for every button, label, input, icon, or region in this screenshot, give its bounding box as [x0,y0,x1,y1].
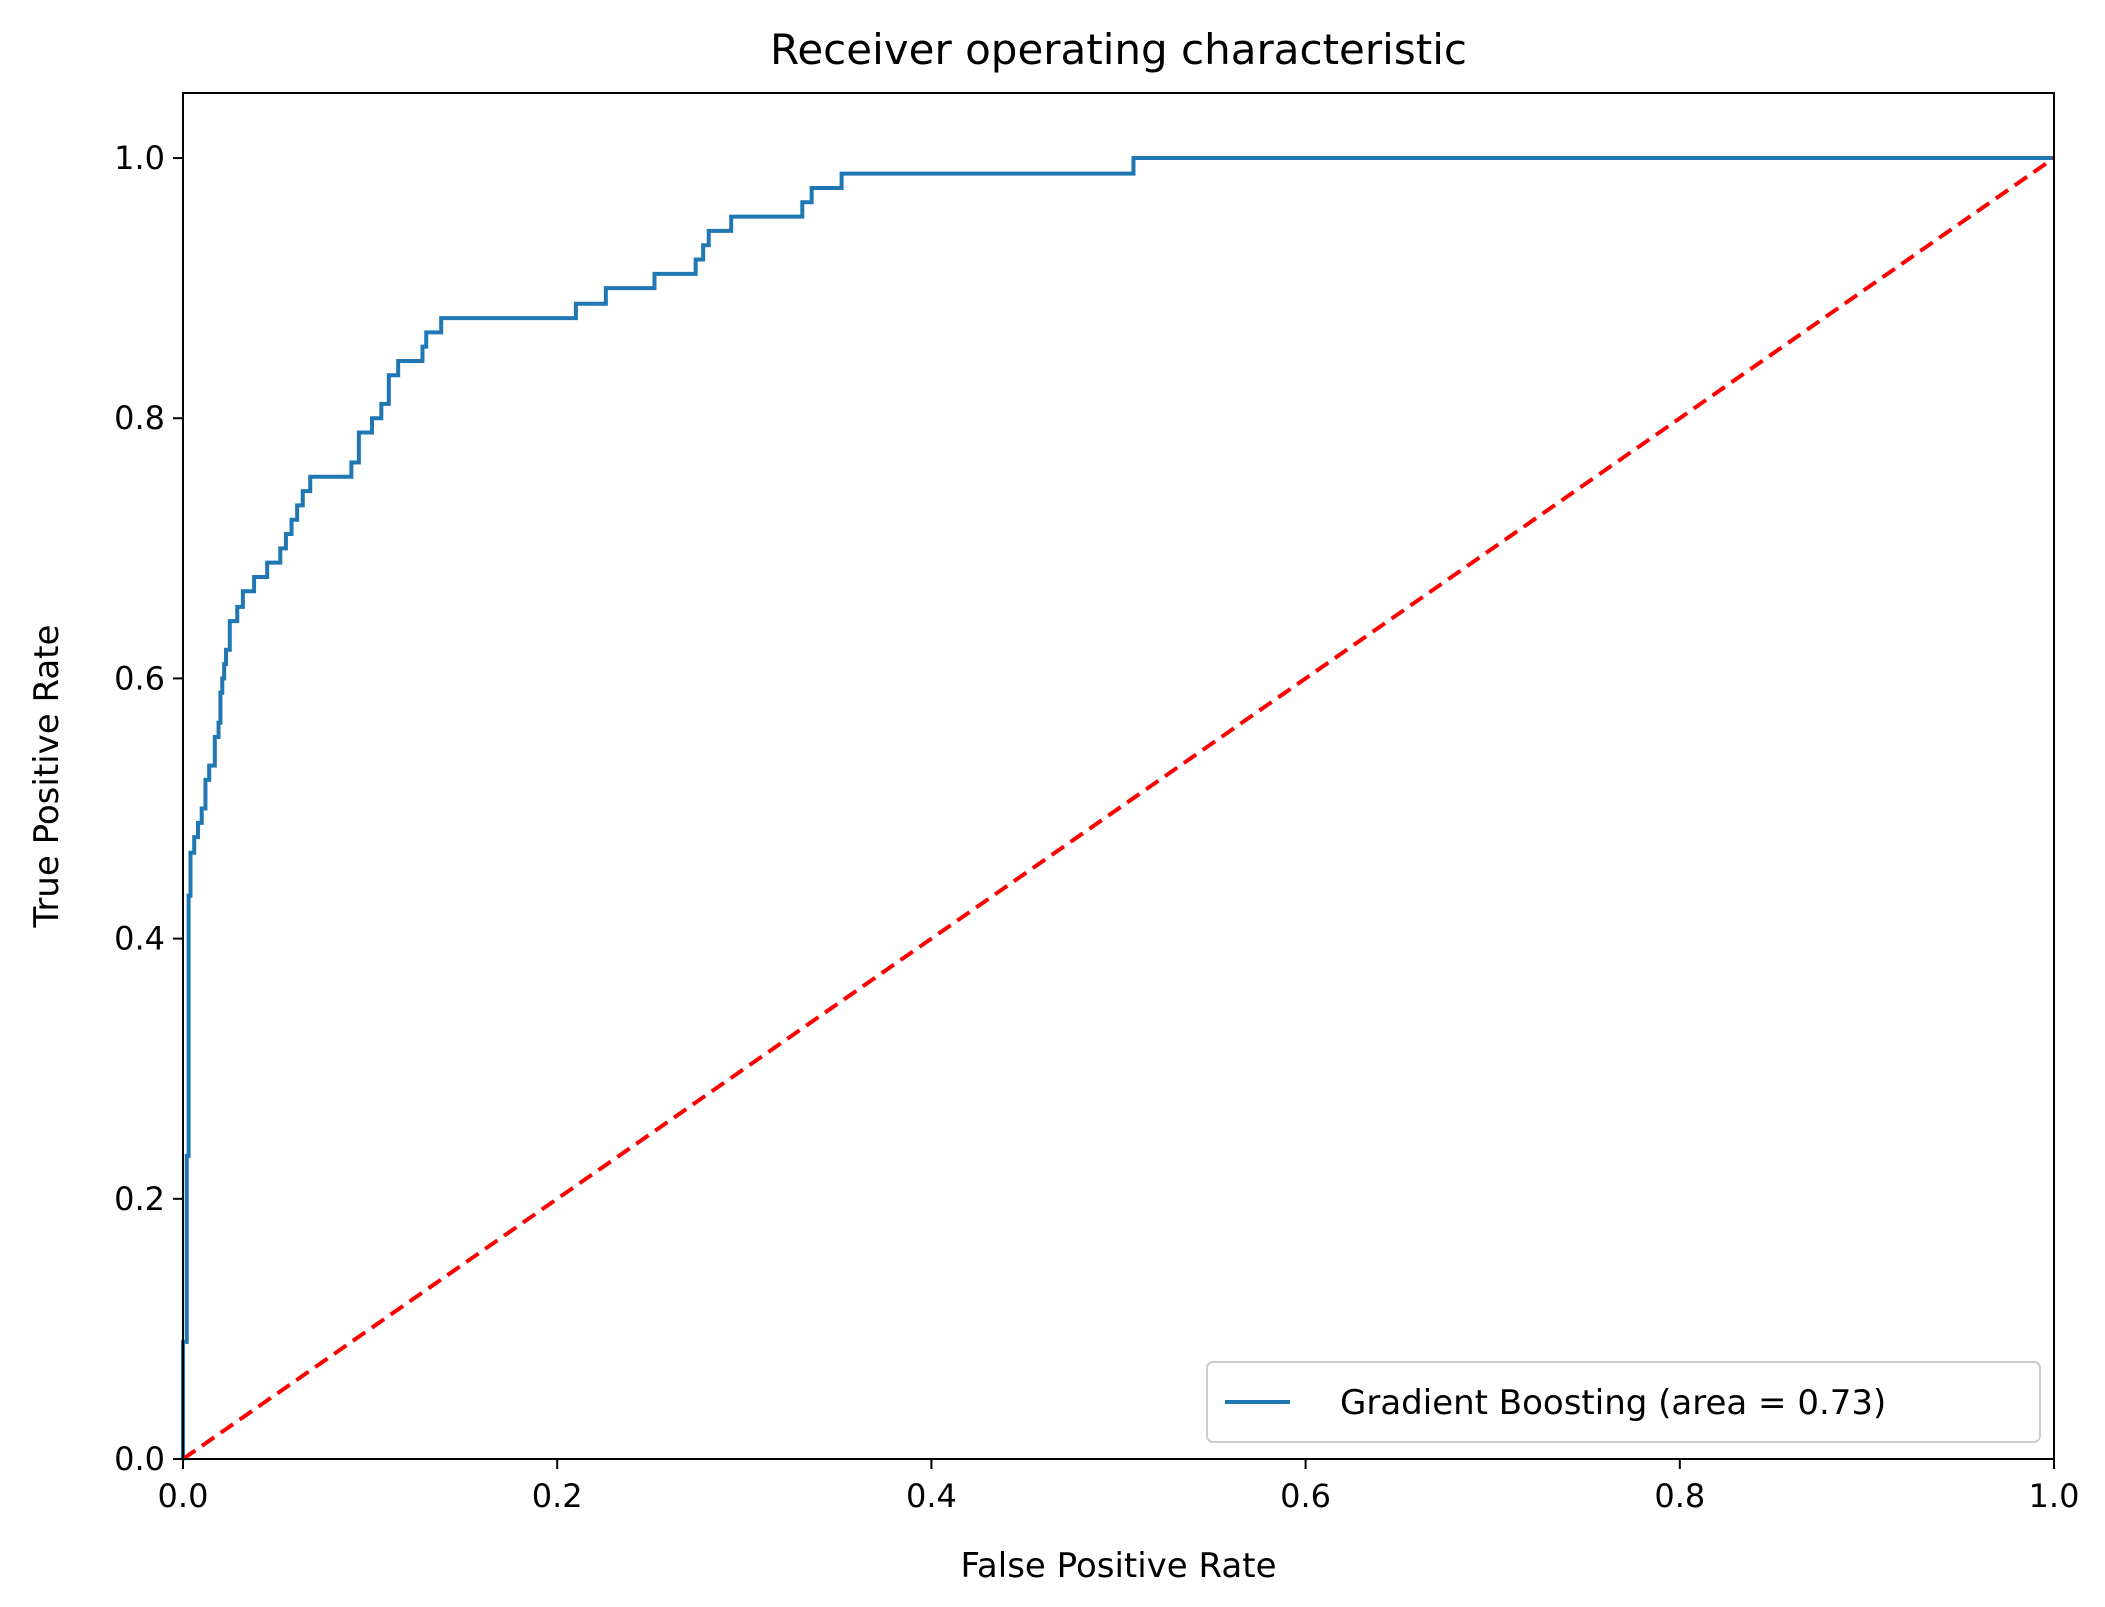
x-tick-label: 0.6 [1280,1477,1331,1515]
x-tick-label: 0.0 [158,1477,209,1515]
y-tick-label: 0.6 [114,659,165,697]
y-tick-label: 0.2 [114,1180,165,1218]
y-tick-label: 0.0 [114,1440,165,1478]
chart-title: Receiver operating characteristic [770,25,1467,74]
x-axis-label: False Positive Rate [961,1546,1277,1586]
chance-diagonal-line [181,156,2056,1461]
roc-curve-line [181,156,2054,1459]
x-tick-label: 1.0 [2029,1477,2080,1515]
x-tick-label: 0.4 [906,1477,957,1515]
y-tick-label: 0.8 [114,399,165,437]
x-tick-label: 0.8 [1654,1477,1705,1515]
y-tick-label: 0.4 [114,920,165,958]
legend: Gradient Boosting (area = 0.73) [1206,1361,2041,1443]
x-axis-ticks: 0.0 0.2 0.4 0.6 0.8 1.0 [158,1459,2080,1515]
legend-box [1206,1361,2041,1443]
legend-label: Gradient Boosting (area = 0.73) [1340,1383,1886,1423]
y-axis-label: True Positive Rate [27,625,67,929]
x-tick-label: 0.2 [532,1477,583,1515]
plot-area [181,156,2056,1461]
plot-frame [182,92,2055,1460]
y-axis-ticks: 0.0 0.2 0.4 0.6 0.8 1.0 [114,139,183,1478]
y-tick-label: 1.0 [114,139,165,177]
